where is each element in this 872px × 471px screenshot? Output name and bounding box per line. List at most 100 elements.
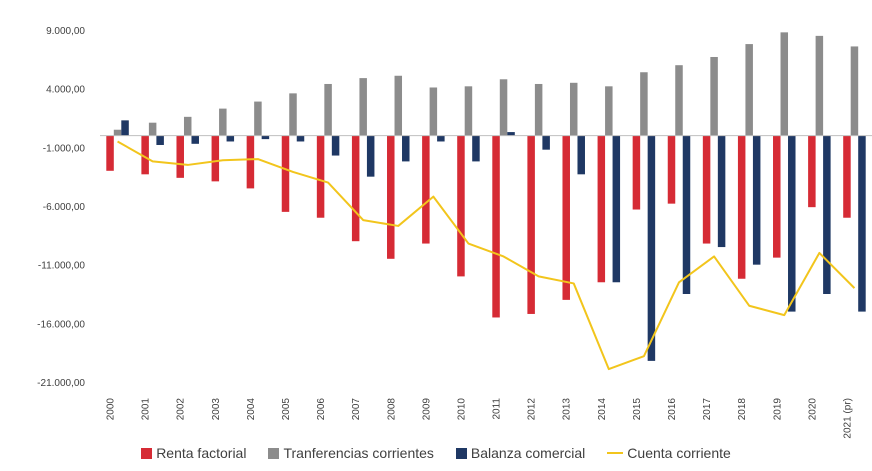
legend-swatch-renta-factorial: [141, 447, 153, 459]
bar-balanza-comercial: [542, 135, 550, 150]
bar-renta-factorial: [597, 135, 606, 283]
x-tick-label: 2000: [106, 398, 117, 421]
bar-tranferencias-corrientes: [675, 65, 683, 136]
x-tick-label: 2013: [562, 398, 573, 421]
legend-item-tranferencias-corrientes: Tranferencias corrientes: [268, 445, 434, 461]
x-tick-label: 2014: [597, 398, 608, 421]
bar-renta-factorial: [351, 135, 360, 242]
legend-label-cuenta-corriente: Cuenta corriente: [627, 445, 731, 461]
bar-balanza-comercial: [507, 132, 515, 136]
legend-swatch-tranferencias-corrientes: [268, 447, 280, 459]
bar-tranferencias-corrientes: [148, 122, 157, 136]
bar-renta-factorial: [211, 135, 220, 182]
bar-balanza-comercial: [858, 135, 866, 312]
bar-tranferencias-corrientes: [113, 129, 122, 136]
x-tick-label: 2002: [176, 398, 187, 421]
x-tick-label: 2007: [351, 398, 362, 421]
bar-renta-factorial: [843, 135, 851, 218]
bar-balanza-comercial: [261, 135, 270, 140]
bar-tranferencias-corrientes: [815, 35, 824, 136]
legend-swatch-cuenta-corriente: [607, 452, 624, 454]
bar-tranferencias-corrientes: [289, 93, 297, 136]
y-tick-label: -16.000,00: [37, 319, 85, 330]
bar-renta-factorial: [702, 135, 711, 244]
x-tick-label: 2005: [281, 398, 292, 421]
bar-tranferencias-corrientes: [534, 83, 543, 136]
bar-renta-factorial: [632, 135, 641, 210]
x-tick-label: 2019: [772, 398, 783, 421]
y-tick-label: -1.000,00: [43, 143, 86, 154]
y-tick-label: -6.000,00: [43, 202, 86, 213]
bar-balanza-comercial: [472, 135, 480, 162]
bar-tranferencias-corrientes: [569, 82, 578, 136]
x-tick-label: 2004: [246, 398, 257, 421]
bar-balanza-comercial: [437, 135, 445, 142]
bar-balanza-comercial: [682, 135, 691, 294]
line-cuenta-corriente: [117, 140, 856, 371]
y-tick-label: 4.000,00: [46, 85, 85, 96]
bar-balanza-comercial: [647, 135, 656, 361]
x-tick-label: 2011: [492, 398, 503, 420]
legend-item-renta-factorial: Renta factorial: [141, 445, 246, 461]
legend-swatch-balanza-comercial: [455, 447, 467, 459]
bar-balanza-comercial: [823, 135, 831, 294]
bar-renta-factorial: [176, 135, 184, 178]
legend-item-balanza-comercial: Balanza comercial: [455, 445, 586, 461]
bar-tranferencias-corrientes: [394, 75, 403, 136]
bar-tranferencias-corrientes: [324, 83, 332, 136]
bar-tranferencias-corrientes: [710, 56, 718, 136]
bar-balanza-comercial: [366, 135, 375, 177]
bar-tranferencias-corrientes: [464, 86, 473, 136]
bar-balanza-comercial: [156, 135, 164, 145]
x-tick-label: 2012: [527, 398, 538, 421]
legend-label-balanza-comercial: Balanza comercial: [470, 445, 586, 461]
bar-balanza-comercial: [296, 135, 305, 142]
bar-balanza-comercial: [752, 135, 761, 265]
bar-tranferencias-corrientes: [183, 116, 192, 136]
legend-label-tranferencias-corrientes: Tranferencias corrientes: [283, 445, 434, 461]
bar-balanza-comercial: [331, 135, 340, 156]
bar-tranferencias-corrientes: [429, 87, 438, 136]
bar-balanza-comercial: [577, 135, 585, 175]
x-tick-label: 2021 (pr): [842, 398, 853, 439]
x-tick-label: 2010: [456, 398, 467, 421]
chart-plot: 9.000,00 4.000,00 -1.000,00 -6.000,00 -11.00…: [37, 26, 872, 439]
bar-tranferencias-corrientes: [605, 86, 613, 136]
bar-renta-factorial: [527, 135, 535, 314]
bar-renta-factorial: [667, 135, 676, 204]
bar-renta-factorial: [457, 135, 465, 277]
bar-tranferencias-corrientes: [359, 78, 367, 136]
bar-tranferencias-corrientes: [640, 72, 648, 136]
bar-renta-factorial: [562, 135, 570, 300]
bar-balanza-comercial: [121, 120, 129, 136]
bar-renta-factorial: [106, 135, 114, 171]
bar-tranferencias-corrientes: [780, 32, 789, 136]
bar-renta-factorial: [281, 135, 290, 212]
bar-renta-factorial: [808, 135, 816, 208]
bar-renta-factorial: [387, 135, 395, 259]
bar-renta-factorial: [492, 135, 500, 318]
y-tick-label: 9.000,00: [46, 26, 85, 37]
x-tick-label: 2003: [211, 398, 222, 421]
bar-renta-factorial: [141, 135, 149, 175]
x-tick-label: 2017: [702, 398, 713, 421]
x-tick-label: 2008: [386, 398, 397, 421]
bar-balanza-comercial: [717, 135, 726, 248]
y-tick-label: -11.000,00: [38, 261, 86, 272]
bar-balanza-comercial: [226, 135, 235, 142]
chart-legend: Renta factorial Tranferencias corrientes…: [0, 445, 872, 461]
bar-tranferencias-corrientes: [499, 79, 508, 136]
bar-renta-factorial: [316, 135, 325, 218]
x-tick-label: 2009: [421, 398, 432, 421]
bar-tranferencias-corrientes: [745, 44, 753, 136]
x-tick-label: 2016: [667, 398, 678, 421]
legend-item-cuenta-corriente: Cuenta corriente: [607, 445, 731, 461]
bar-balanza-comercial: [191, 135, 199, 144]
x-tick-label: 2015: [632, 398, 643, 421]
bar-renta-factorial: [246, 135, 255, 189]
bar-tranferencias-corrientes: [850, 46, 859, 136]
x-tick-label: 2018: [737, 398, 748, 421]
bar-balanza-comercial: [612, 135, 621, 283]
x-tick-label: 2020: [807, 398, 818, 421]
